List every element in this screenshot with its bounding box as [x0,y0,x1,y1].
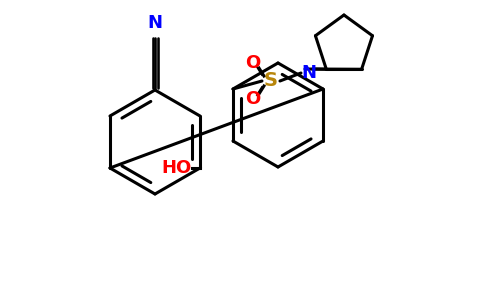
Text: O: O [245,90,260,108]
Text: N: N [302,64,317,82]
Text: N: N [148,14,163,32]
Text: O: O [245,54,260,72]
Text: S: S [264,71,278,91]
Text: HO: HO [162,159,192,177]
